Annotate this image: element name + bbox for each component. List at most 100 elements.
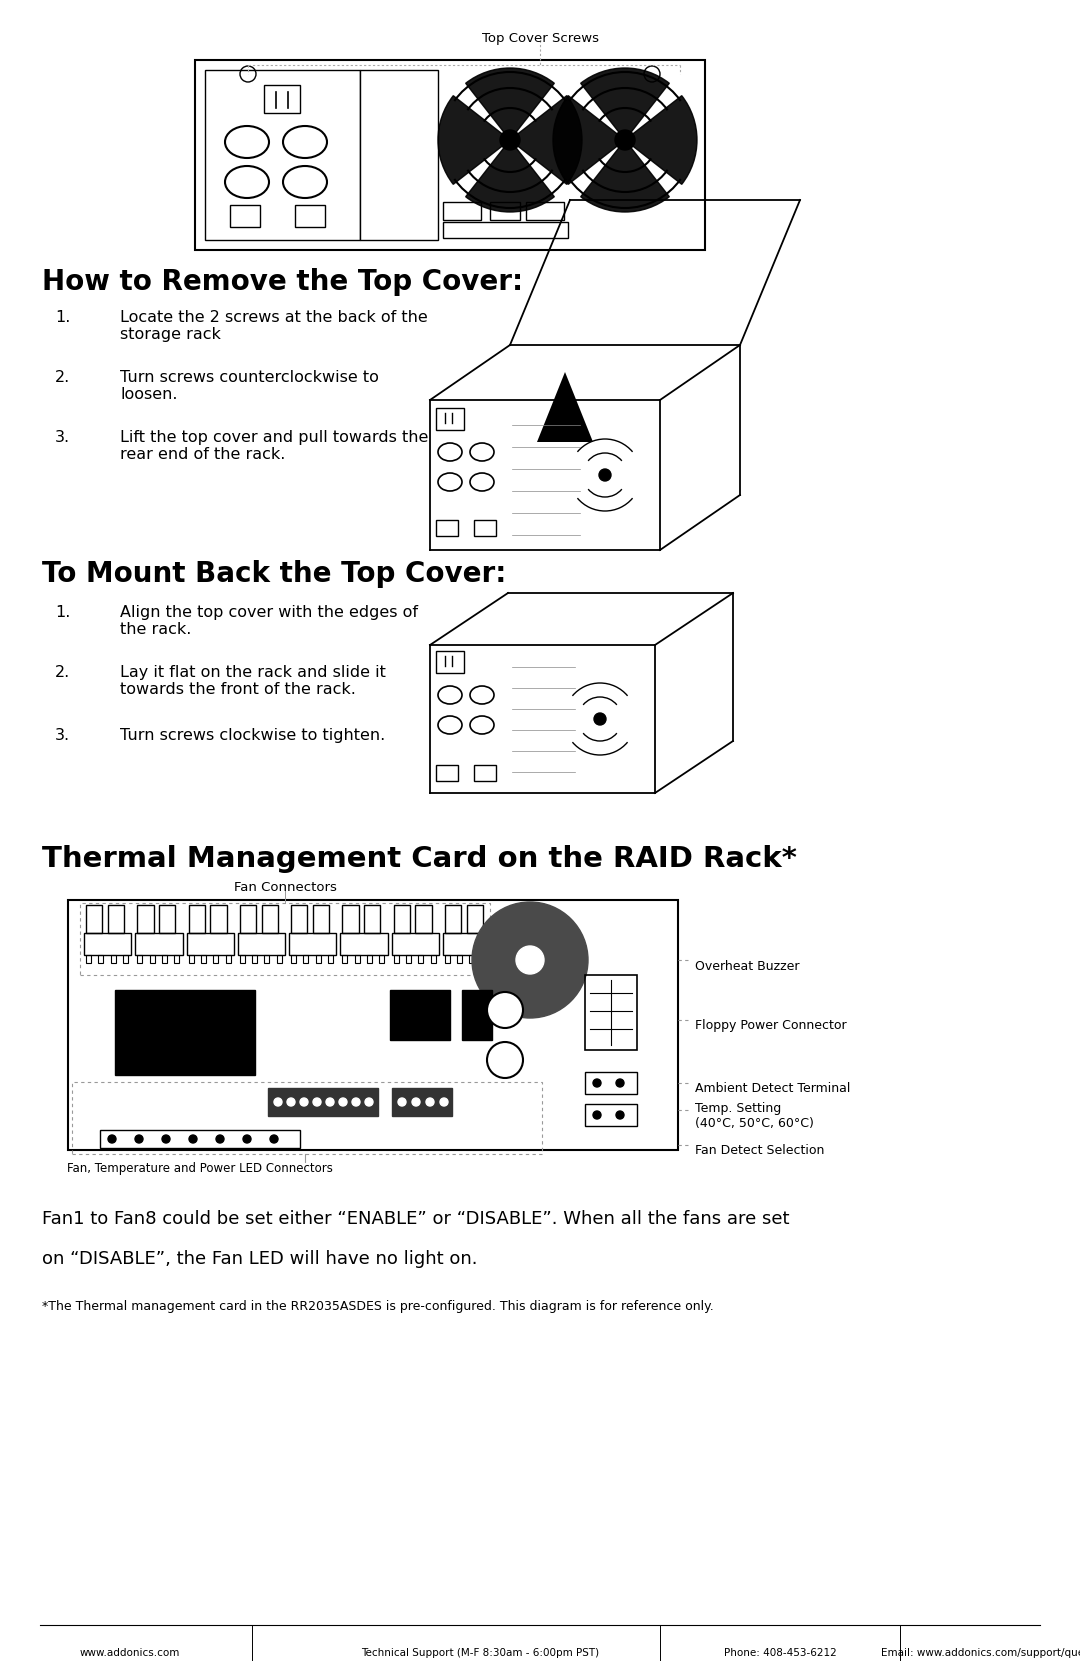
Wedge shape: [510, 95, 582, 184]
Bar: [162, 955, 167, 963]
Text: 1.: 1.: [55, 310, 70, 325]
Bar: [98, 955, 104, 963]
Circle shape: [616, 1078, 624, 1087]
Text: on “DISABLE”, the Fan LED will have no light on.: on “DISABLE”, the Fan LED will have no l…: [42, 1250, 477, 1268]
Circle shape: [189, 1135, 197, 1143]
Bar: [211, 905, 227, 933]
Text: Ambient Detect Terminal: Ambient Detect Terminal: [696, 1083, 850, 1095]
Bar: [436, 764, 458, 781]
Bar: [526, 202, 564, 220]
Text: Technical Support (M-F 8:30am - 6:00pm PST): Technical Support (M-F 8:30am - 6:00pm P…: [361, 1647, 599, 1657]
Circle shape: [326, 1098, 334, 1107]
Bar: [303, 955, 309, 963]
Bar: [340, 933, 388, 955]
Bar: [84, 933, 132, 955]
Text: To Mount Back the Top Cover:: To Mount Back the Top Cover:: [42, 561, 507, 587]
Text: *The Thermal management card in the RR2035ASDES is pre-configured. This diagram : *The Thermal management card in the RR20…: [42, 1300, 714, 1314]
Bar: [474, 764, 496, 781]
Bar: [137, 955, 143, 963]
Bar: [313, 905, 329, 933]
Circle shape: [599, 469, 611, 481]
Bar: [436, 521, 458, 536]
Circle shape: [287, 1098, 295, 1107]
Text: How to Remove the Top Cover:: How to Remove the Top Cover:: [42, 269, 523, 295]
Bar: [264, 85, 300, 113]
Bar: [390, 990, 450, 1040]
Bar: [315, 955, 321, 963]
Bar: [392, 1088, 453, 1117]
Text: Fan Connectors: Fan Connectors: [233, 881, 337, 895]
Circle shape: [135, 1135, 143, 1143]
Bar: [114, 990, 255, 1075]
Circle shape: [593, 1112, 600, 1118]
Bar: [445, 905, 461, 933]
Circle shape: [365, 1098, 373, 1107]
Circle shape: [243, 1135, 251, 1143]
Text: Turn screws clockwise to tighten.: Turn screws clockwise to tighten.: [120, 728, 386, 743]
Text: Temp. Setting
(40°C, 50°C, 60°C): Temp. Setting (40°C, 50°C, 60°C): [696, 1102, 814, 1130]
Bar: [68, 900, 678, 1150]
Text: Turn screws counterclockwise to
loosen.: Turn screws counterclockwise to loosen.: [120, 371, 379, 402]
Bar: [328, 955, 333, 963]
Bar: [174, 955, 179, 963]
Bar: [189, 905, 205, 933]
Bar: [201, 955, 206, 963]
Bar: [367, 955, 372, 963]
Wedge shape: [581, 68, 670, 140]
Bar: [393, 905, 410, 933]
Bar: [276, 955, 282, 963]
Bar: [406, 955, 410, 963]
Circle shape: [500, 130, 519, 150]
Text: 3.: 3.: [55, 728, 70, 743]
Text: Overheat Buzzer: Overheat Buzzer: [696, 960, 799, 973]
Circle shape: [472, 901, 588, 1018]
Circle shape: [352, 1098, 360, 1107]
Text: Email: www.addonics.com/support/query/: Email: www.addonics.com/support/query/: [881, 1647, 1080, 1657]
Bar: [80, 903, 490, 975]
Bar: [342, 905, 359, 933]
Bar: [123, 955, 129, 963]
Polygon shape: [537, 372, 593, 442]
Text: 3.: 3.: [55, 431, 70, 446]
Circle shape: [339, 1098, 347, 1107]
Bar: [585, 1071, 637, 1093]
Bar: [418, 955, 423, 963]
Bar: [457, 955, 462, 963]
Text: Top Cover Screws: Top Cover Screws: [482, 32, 598, 45]
Circle shape: [216, 1135, 224, 1143]
Bar: [195, 60, 705, 250]
Bar: [462, 990, 492, 1040]
Circle shape: [487, 991, 523, 1028]
Bar: [436, 651, 464, 673]
Text: Phone: 408-453-6212: Phone: 408-453-6212: [724, 1647, 836, 1657]
Wedge shape: [465, 140, 554, 212]
Wedge shape: [581, 140, 670, 212]
Circle shape: [399, 1098, 406, 1107]
Bar: [265, 955, 270, 963]
Bar: [443, 202, 481, 220]
Bar: [379, 955, 384, 963]
Bar: [205, 70, 360, 240]
Bar: [482, 955, 487, 963]
Bar: [137, 905, 153, 933]
Text: Fan1 to Fan8 could be set either “ENABLE” or “DISABLE”. When all the fans are se: Fan1 to Fan8 could be set either “ENABLE…: [42, 1210, 789, 1228]
Text: Align the top cover with the edges of
the rack.: Align the top cover with the edges of th…: [120, 604, 418, 638]
Circle shape: [616, 1112, 624, 1118]
Bar: [189, 955, 193, 963]
Bar: [443, 933, 490, 955]
Bar: [86, 955, 91, 963]
Bar: [431, 955, 435, 963]
Bar: [585, 975, 637, 1050]
Wedge shape: [625, 95, 697, 184]
Bar: [354, 955, 360, 963]
Text: www.addonics.com: www.addonics.com: [80, 1647, 180, 1657]
Bar: [436, 407, 464, 431]
Wedge shape: [465, 68, 554, 140]
Text: Lay it flat on the rack and slide it
towards the front of the rack.: Lay it flat on the rack and slide it tow…: [120, 664, 386, 698]
Bar: [289, 933, 336, 955]
Circle shape: [593, 1078, 600, 1087]
Bar: [238, 933, 285, 955]
Bar: [230, 205, 260, 227]
Circle shape: [108, 1135, 116, 1143]
Bar: [445, 955, 449, 963]
